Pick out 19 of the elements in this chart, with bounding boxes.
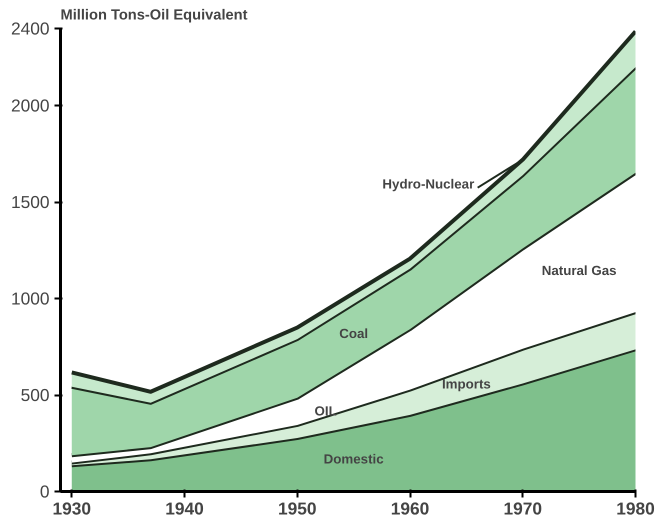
y-axis-title: Million Tons-Oil Equivalent: [60, 8, 248, 24]
y-tick-label: 1000: [10, 288, 50, 309]
x-tick-label: 1940: [165, 498, 204, 518]
series-label: Domestic: [324, 451, 384, 466]
x-tick-label: 1960: [390, 498, 430, 518]
y-tick-label: 500: [20, 385, 50, 406]
y-tick-label: 2000: [10, 96, 50, 116]
y-tick-label: 0: [40, 482, 50, 502]
x-tick-label: 1980: [616, 498, 655, 518]
series-label: Natural Gas: [542, 263, 617, 278]
series-label: Hydro-Nuclear: [382, 176, 474, 192]
series-label: Imports: [442, 376, 491, 392]
x-tick-label: 1970: [503, 498, 542, 518]
annotation: OIL: [314, 404, 337, 419]
x-tick-label: 1930: [52, 498, 92, 518]
y-tick-label: 1500: [10, 192, 50, 212]
x-tick-label: 1950: [278, 498, 317, 518]
y-tick-label: 2400: [10, 18, 50, 38]
series-label: Coal: [339, 326, 368, 342]
